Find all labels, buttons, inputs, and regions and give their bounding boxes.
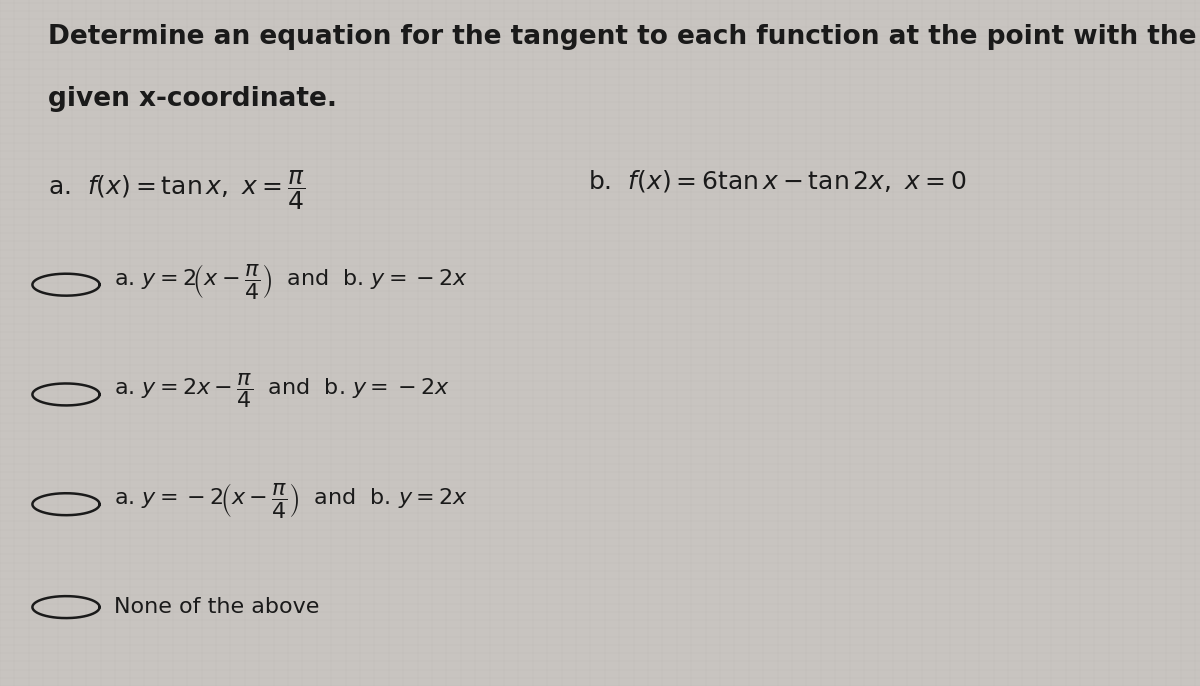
Text: a. $y = -2\!\left(x - \dfrac{\pi}{4}\right)$  and  b. $y = 2x$: a. $y = -2\!\left(x - \dfrac{\pi}{4}\rig…: [114, 482, 468, 520]
Text: Determine an equation for the tangent to each function at the point with the: Determine an equation for the tangent to…: [48, 24, 1196, 50]
Text: b.  $f(x) = 6\tan x - \tan 2x,\ x = 0$: b. $f(x) = 6\tan x - \tan 2x,\ x = 0$: [588, 168, 966, 194]
Text: a.  $f(x) = \tan x,\ x = \dfrac{\pi}{4}$: a. $f(x) = \tan x,\ x = \dfrac{\pi}{4}$: [48, 168, 305, 212]
Text: a. $y = 2x - \dfrac{\pi}{4}$  and  b. $y = -2x$: a. $y = 2x - \dfrac{\pi}{4}$ and b. $y =…: [114, 372, 450, 410]
Text: a. $y = 2\!\left(x - \dfrac{\pi}{4}\right)$  and  b. $y = -2x$: a. $y = 2\!\left(x - \dfrac{\pi}{4}\righ…: [114, 262, 468, 300]
Text: None of the above: None of the above: [114, 597, 319, 617]
Text: given x-coordinate.: given x-coordinate.: [48, 86, 337, 112]
